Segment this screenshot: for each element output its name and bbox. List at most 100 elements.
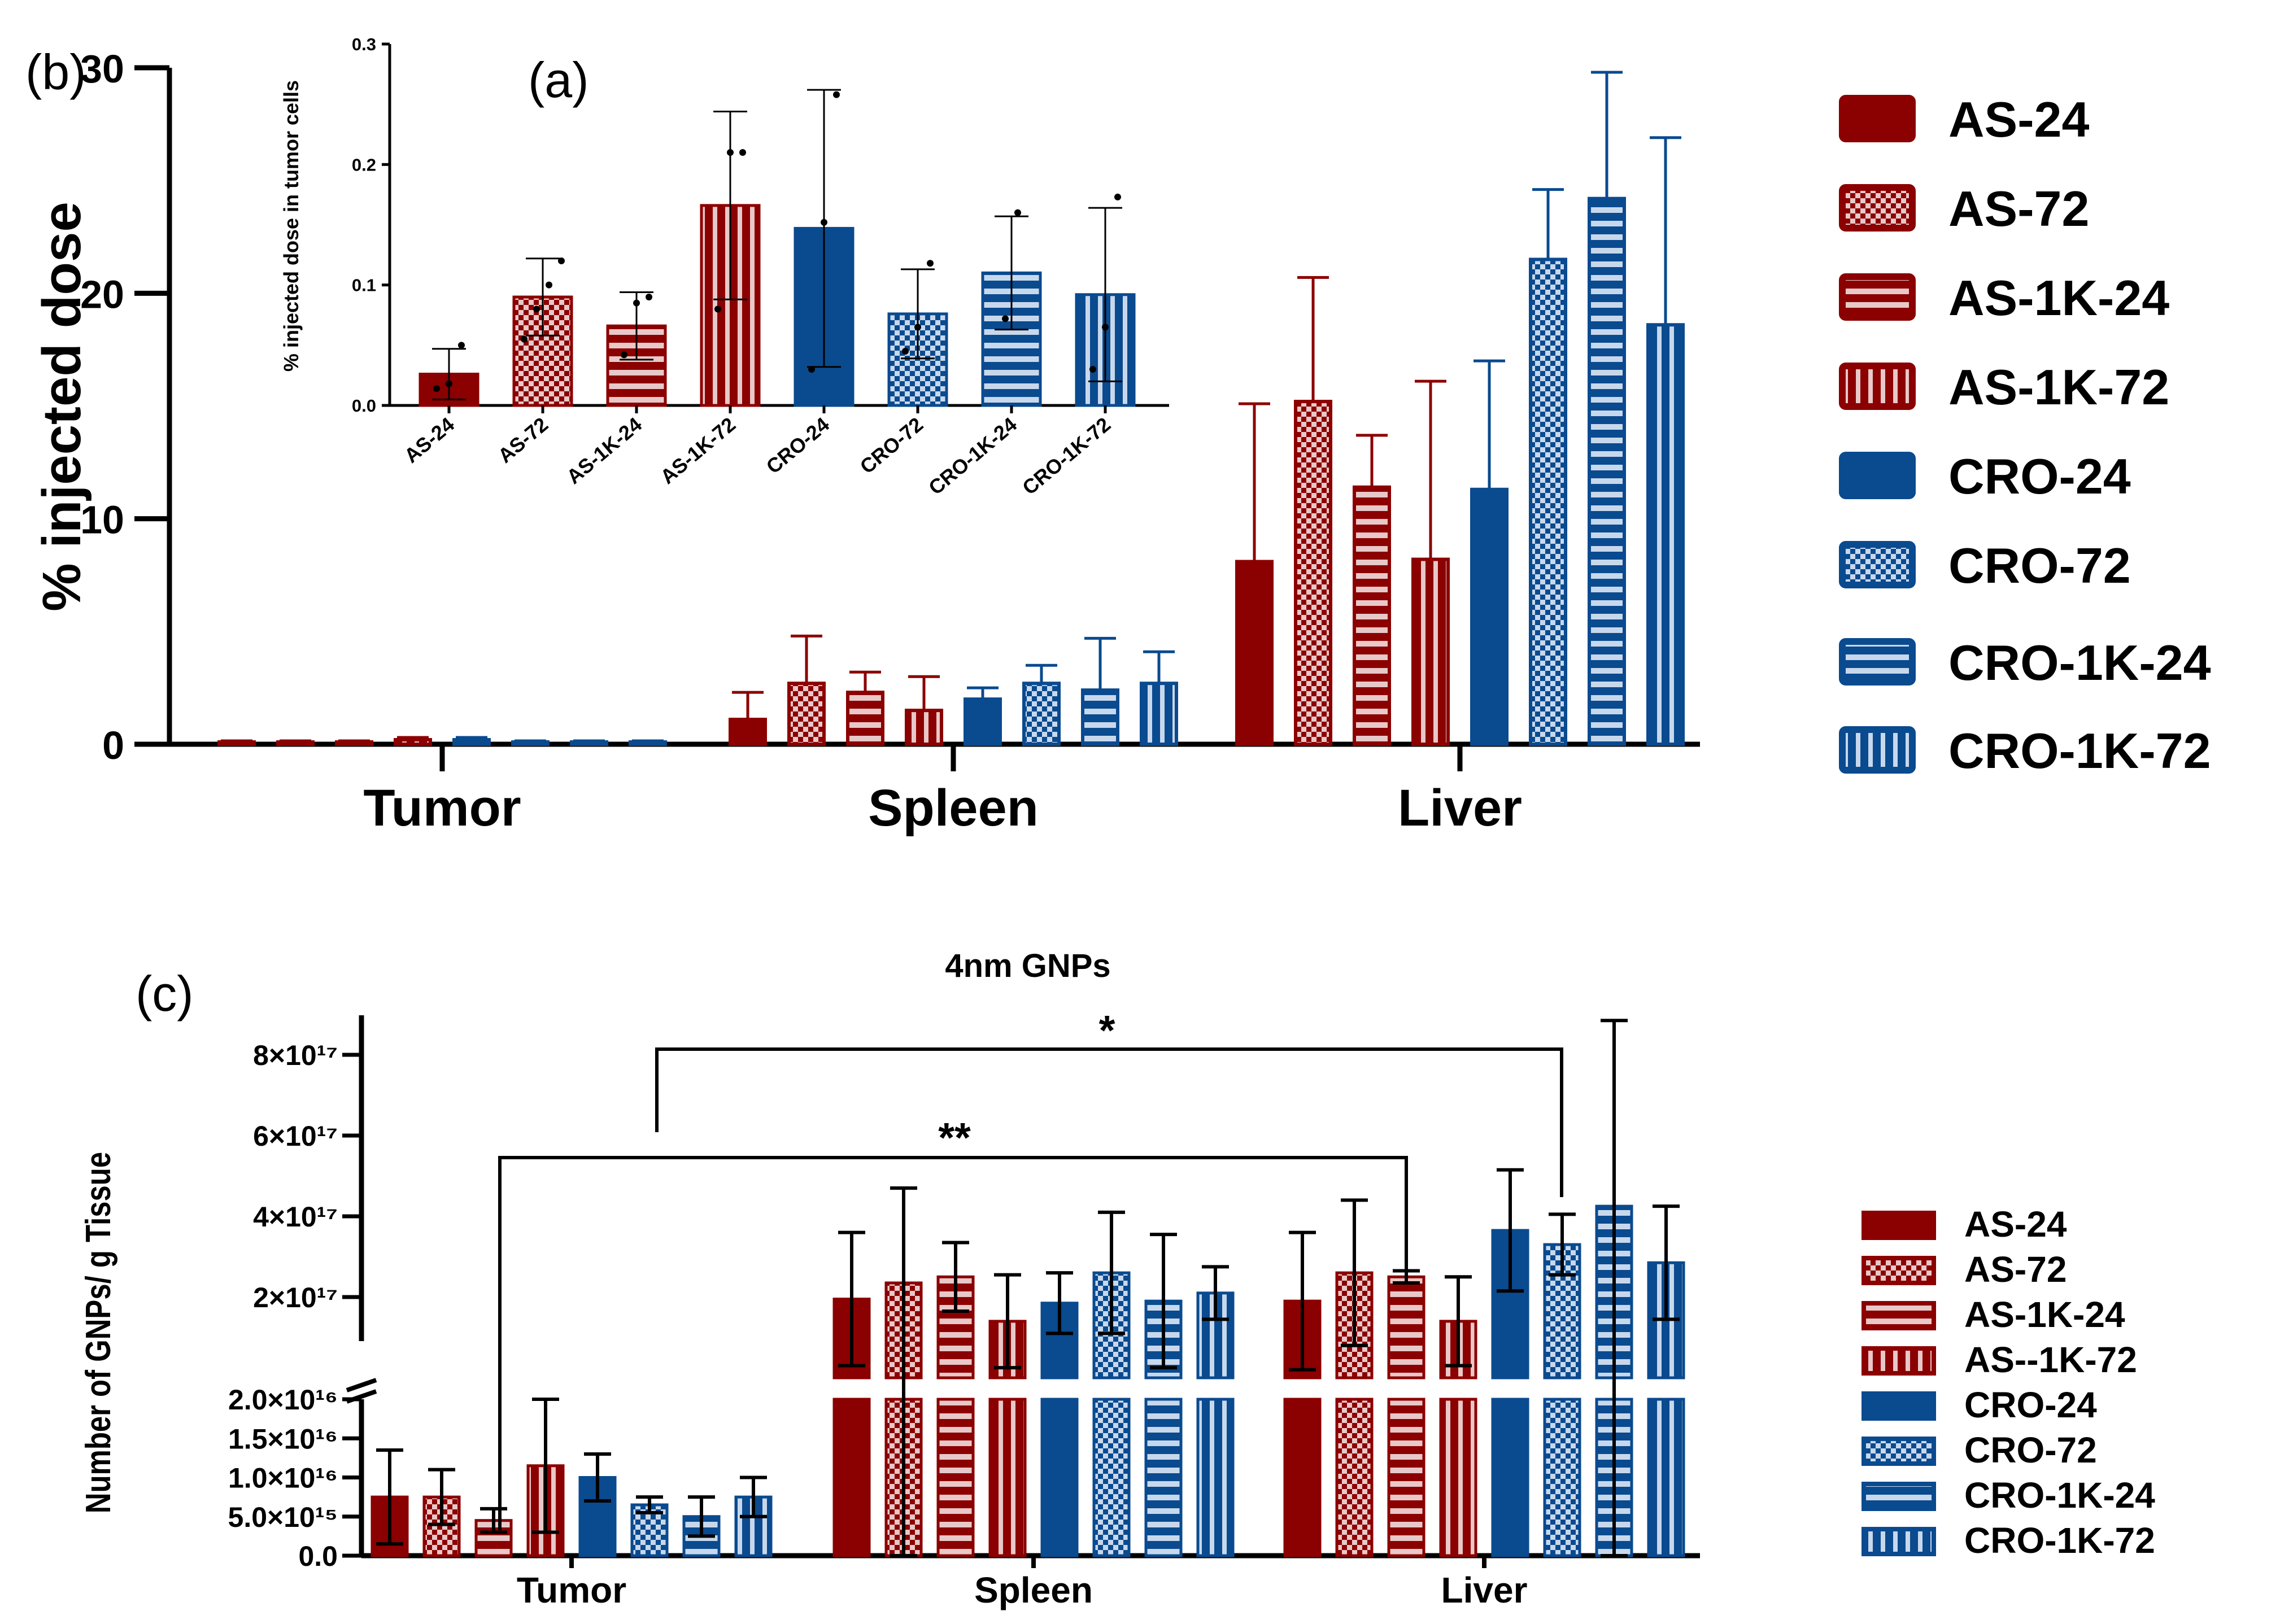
panel-a-y-tick-label: 0.2 — [352, 155, 376, 174]
panel-c-x-label-tumor: Tumor — [517, 1570, 626, 1610]
panel-c-y-tick-label: 4×10¹⁷ — [253, 1201, 338, 1233]
panel-a-data-point — [739, 149, 746, 156]
panel-b-legend-label-as-72: AS-72 — [1948, 181, 2089, 237]
panel-c-legend-label-as-1k-72: AS--1K-72 — [1964, 1339, 2137, 1380]
panel-c-legend-swatch-as-1k-72 — [1862, 1346, 1936, 1376]
panel-c-legend-swatch-cro-72 — [1862, 1437, 1936, 1466]
panel-b-y-tick-label: 0 — [102, 723, 124, 767]
panel-a-data-point — [533, 305, 540, 313]
panel-c-x-label-spleen: Spleen — [974, 1570, 1093, 1610]
panel-c-significance-double-star: ** — [938, 1114, 971, 1161]
panel-c-bar-cro-1k-72-tumor — [734, 1495, 773, 1557]
panel-b-bar-as-24-spleen — [729, 718, 767, 746]
panel-b-bar-cro-1k-72-liver — [1646, 323, 1685, 746]
panel-c-x-label-liver: Liver — [1441, 1570, 1528, 1610]
panel-b-bar-as-24-liver — [1235, 560, 1274, 746]
panel-c-bar-as-1k-24-liver-upper — [1387, 1275, 1425, 1379]
panel-c-legend-swatch-cro-24 — [1862, 1391, 1936, 1421]
panel-a-x-label-cro-1k-24: CRO-1K-24 — [924, 413, 1021, 500]
panel-c-bar-as-24-spleen-lower — [832, 1398, 871, 1557]
panel-a-data-point — [1089, 366, 1096, 373]
panel-c-bar-as-1k-72-spleen-lower — [988, 1398, 1027, 1557]
panel-c-y-axis-label: Number of GNPs/ g Tissue — [79, 1152, 118, 1513]
panel-c-significance-bracket-double — [498, 1156, 1408, 1530]
panel-c-bar-cro-24-liver-lower — [1491, 1398, 1529, 1557]
panel-b-bar-cro-24-spleen — [964, 697, 1002, 746]
panel-a-y-tick-label: 0.0 — [352, 396, 376, 416]
panel-b-chart: (b) % injected dose 0 10 20 30 Tumor Spleen L… — [25, 44, 2211, 837]
panel-a-data-point — [1114, 193, 1121, 200]
panel-b-legend-swatch-cro-72 — [1839, 541, 1916, 588]
panel-b-bar-cro-1k-24-spleen — [1081, 688, 1119, 746]
panel-a-data-point — [927, 260, 934, 267]
panel-b-legend-label-as-1k-72: AS-1K-72 — [1948, 359, 2169, 415]
panel-b-legend-swatch-cro-24 — [1839, 452, 1916, 499]
panel-c-label: (c) — [136, 966, 194, 1021]
panel-c-legend-label-cro-24: CRO-24 — [1964, 1385, 2097, 1425]
panel-c-y-tick-label: 1.0×10¹⁶ — [228, 1463, 338, 1494]
panel-b-legend-label-as-1k-24: AS-1K-24 — [1948, 270, 2169, 326]
panel-b-bar-as-1k-72-liver — [1411, 557, 1450, 746]
panel-a-data-point — [833, 91, 840, 98]
panel-b-bar-cro-1k-72-spleen — [1140, 682, 1178, 746]
panel-c-bar-as-24-liver-lower — [1283, 1398, 1322, 1557]
panel-a-data-point — [1014, 209, 1021, 216]
panel-c-bar-cro-1k-72-liver-lower — [1647, 1398, 1685, 1557]
panel-a-x-label-as-1k-72: AS-1K-72 — [656, 413, 740, 488]
panel-b-bar-cro-72-tumor — [511, 740, 550, 746]
panel-c-bar-cro-1k-24-spleen-lower — [1144, 1398, 1183, 1557]
panel-a-data-point — [546, 281, 552, 289]
panel-c-bar-cro-1k-72-spleen-lower — [1196, 1398, 1235, 1557]
panel-c-chart: (c) 4nm GNPs Number of GNPs/ g Tissue 0.… — [79, 948, 2155, 1610]
panel-c-legend-swatch-cro-1k-24 — [1862, 1482, 1936, 1511]
panel-c-bar-as-1k-72-liver-lower — [1439, 1398, 1477, 1557]
panel-c-legend-swatch-as-24 — [1862, 1211, 1936, 1240]
panel-a-x-label-as-72: AS-72 — [494, 413, 553, 468]
panel-c-bar-as-1k-24-spleen-upper — [936, 1275, 975, 1379]
panel-c-bar-cro-24-spleen-lower — [1040, 1398, 1079, 1557]
panel-c-bar-cro-72-liver-lower — [1543, 1398, 1581, 1557]
panel-c-y-tick-label: 2×10¹⁷ — [253, 1282, 338, 1313]
panel-a-data-point — [1002, 315, 1009, 322]
panel-b-label: (b) — [25, 44, 86, 100]
panel-a-x-label-cro-72: CRO-72 — [856, 413, 927, 478]
panel-b-bar-cro-1k-24-liver — [1588, 197, 1626, 746]
panel-b-y-axis-label: % injected dose — [32, 202, 92, 612]
panel-c-y-tick-label: 6×10¹⁷ — [253, 1120, 338, 1152]
panel-c-y-tick-label: 8×10¹⁷ — [253, 1040, 338, 1071]
panel-b-bar-as-72-spleen — [787, 682, 826, 746]
panel-b-legend-swatch-cro-1k-72 — [1839, 726, 1916, 774]
panel-c-y-tick-label: 2.0×10¹⁶ — [228, 1384, 338, 1416]
panel-c-bar-as-1k-24-liver-lower — [1387, 1398, 1425, 1557]
panel-a-data-point — [727, 149, 734, 156]
panel-a-y-tick-label: 0.1 — [352, 276, 376, 295]
panel-b-bar-as-1k-24-liver — [1353, 485, 1391, 746]
panel-c-legend-label-as-24: AS-24 — [1964, 1204, 2067, 1245]
panel-b-x-label-spleen: Spleen — [868, 779, 1039, 837]
panel-a-data-point — [902, 348, 909, 355]
panel-b-legend-swatch-as-72 — [1839, 184, 1916, 232]
panel-c-legend-swatch-cro-1k-72 — [1862, 1527, 1936, 1556]
panel-c-y-tick-label: 5.0×10¹⁵ — [228, 1501, 338, 1533]
panel-c-y-tick-label: 1.5×10¹⁶ — [228, 1423, 338, 1455]
panel-a-data-point — [714, 305, 721, 313]
panel-a-data-point — [633, 299, 640, 307]
panel-a-data-point — [521, 335, 528, 343]
panel-c-bar-as-1k-24-spleen-lower — [936, 1398, 975, 1557]
panel-a-data-point — [821, 219, 827, 226]
panel-a-y-tick-label: 0.3 — [352, 34, 376, 54]
panel-a-data-point — [446, 380, 452, 387]
panel-b-bar-as-1k-24-spleen — [846, 691, 884, 746]
panel-c-significance-star: * — [1099, 1007, 1115, 1054]
panel-a-inset-chart: (a) % injected dose in tumor cells 0.0 0.… — [280, 34, 1178, 499]
panel-a-x-label-cro-24: CRO-24 — [762, 413, 834, 478]
panel-c-axis-break-mark — [346, 1378, 377, 1392]
panel-b-bar-as-72-liver — [1294, 400, 1332, 746]
panel-b-legend-label-cro-72: CRO-72 — [1948, 538, 2131, 593]
panel-b-legend-swatch-cro-1k-24 — [1839, 638, 1916, 686]
panel-b-legend-label-cro-24: CRO-24 — [1948, 448, 2131, 504]
panel-b-legend-label-cro-1k-24: CRO-1K-24 — [1948, 635, 2211, 691]
panel-b-legend-swatch-as-1k-24 — [1839, 273, 1916, 321]
panel-a-label: (a) — [528, 52, 589, 108]
